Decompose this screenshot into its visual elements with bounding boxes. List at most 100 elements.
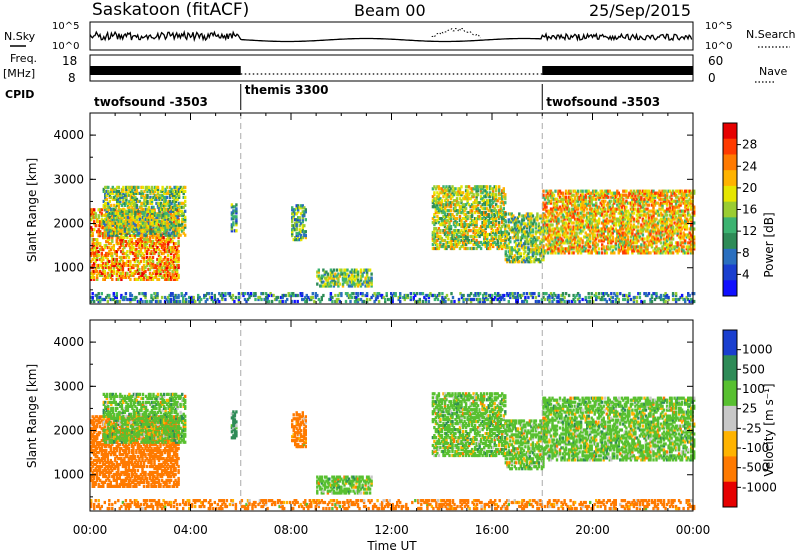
echo-cell	[117, 203, 120, 207]
echo-cell	[97, 242, 100, 246]
echo-cell	[457, 240, 460, 245]
echo-cell	[320, 280, 323, 284]
echo-cell	[158, 219, 161, 223]
echo-cell	[449, 201, 453, 205]
echo-cell	[483, 219, 486, 223]
echo-cell	[156, 267, 159, 272]
echo-cell	[457, 236, 460, 241]
echo-cell	[142, 242, 146, 246]
echo-cell	[94, 216, 97, 220]
echo-cell	[153, 195, 157, 199]
echo-cell	[126, 259, 129, 264]
echo-cell	[117, 219, 120, 223]
echo-cell	[168, 199, 172, 203]
echo-cell	[157, 257, 161, 262]
echo-cell	[136, 271, 140, 275]
echo-cell	[172, 244, 176, 248]
echo-cell	[475, 219, 478, 223]
echo-cell	[177, 250, 180, 254]
echo-cell	[504, 201, 507, 205]
echo-cell	[148, 238, 152, 242]
echo-cell	[175, 259, 179, 264]
echo-cell	[116, 189, 119, 193]
echo-cell	[463, 238, 466, 243]
echo-cell	[132, 251, 135, 256]
echo-cell	[160, 228, 164, 232]
echo-cell	[149, 191, 152, 195]
echo-cell	[297, 210, 300, 214]
echo-cell	[125, 209, 128, 213]
echo-cell	[153, 263, 156, 268]
echo-cell	[130, 238, 134, 242]
echo-cell	[230, 203, 234, 207]
echo-cell	[492, 213, 495, 217]
echo-cell	[102, 199, 105, 203]
echo-cell	[172, 273, 176, 277]
echo-cell	[448, 240, 451, 245]
echo-cell	[163, 246, 167, 250]
echo-cell	[159, 189, 163, 193]
echo-cell	[490, 225, 493, 229]
echo-cell	[359, 270, 363, 274]
echo-cell	[493, 240, 496, 245]
echo-cell	[141, 267, 144, 272]
echo-cell	[114, 251, 117, 256]
echo-cell	[99, 273, 102, 277]
echo-cell	[470, 234, 474, 239]
echo-cell	[165, 265, 168, 270]
echo-cell	[461, 191, 465, 195]
echo-cell	[123, 221, 127, 225]
echo-cell	[157, 251, 161, 256]
echo-cell	[492, 223, 495, 227]
echo-cell	[498, 215, 501, 219]
echo-cell	[531, 214, 535, 218]
echo-cell	[356, 278, 360, 282]
echo-cell	[504, 254, 507, 258]
echo-cell	[448, 189, 451, 193]
echo-cell	[102, 219, 105, 223]
echo-cell	[464, 197, 468, 201]
echo-cell	[481, 221, 484, 225]
echo-cell	[478, 209, 481, 213]
echo-cell	[460, 234, 463, 239]
echo-cell	[294, 212, 297, 216]
echo-cell	[457, 187, 460, 191]
echo-cell	[165, 273, 168, 277]
echo-cell	[111, 231, 114, 235]
echo-cell	[153, 250, 156, 254]
echo-cell	[171, 275, 174, 279]
echo-cell	[144, 203, 148, 207]
echo-cell	[334, 282, 337, 286]
echo-cell	[625, 205, 628, 209]
echo-cell	[460, 201, 463, 205]
echo-cell	[352, 280, 355, 284]
echo-cell	[168, 203, 172, 207]
echo-cell	[298, 224, 301, 228]
echo-cell	[300, 234, 303, 238]
echo-cell	[431, 205, 435, 209]
echo-cell	[519, 242, 522, 246]
echo-cell	[181, 225, 184, 229]
echo-cell	[108, 229, 111, 233]
echo-cell	[501, 217, 504, 221]
echo-cell	[121, 269, 125, 274]
echo-cell	[177, 255, 180, 260]
echo-cell	[138, 199, 142, 203]
echo-cell	[177, 225, 181, 229]
echo-cell	[137, 225, 140, 229]
echo-cell	[519, 226, 522, 230]
echo-cell	[446, 203, 450, 207]
echo-cell	[109, 263, 112, 268]
echo-cell	[182, 213, 185, 217]
echo-cell	[139, 253, 143, 258]
echo-cell	[137, 215, 140, 219]
echo-cell	[148, 212, 152, 216]
echo-cell	[469, 234, 472, 239]
echo-cell	[472, 201, 475, 205]
echo-cell	[448, 217, 451, 221]
echo-cell	[117, 189, 120, 193]
echo-cell	[362, 270, 366, 274]
echo-cell	[128, 229, 131, 233]
echo-cell	[139, 271, 143, 275]
echo-cell	[132, 229, 136, 233]
